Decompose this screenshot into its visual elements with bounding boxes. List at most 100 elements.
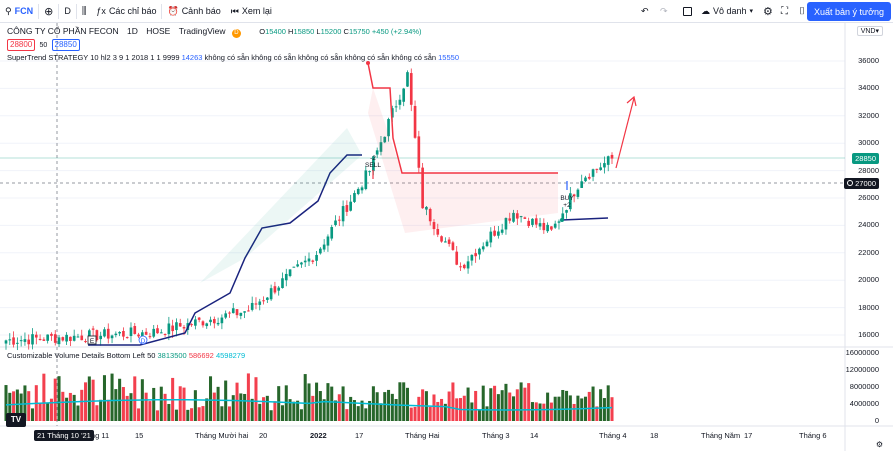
volume-bar [360, 400, 364, 421]
volume-bar [432, 394, 436, 421]
volume-bar [102, 375, 106, 421]
chart-area[interactable]: -2 SELL BUY +2 E D CÔNG TY CỔ PHẦN FECON 1D H… [0, 23, 893, 451]
candle-body [125, 337, 129, 339]
undo-icon: ↶ [641, 5, 649, 16]
symbol-search[interactable]: ⚲ FCN [0, 0, 38, 23]
candle-body [576, 189, 580, 197]
compare-button[interactable]: ⊕ [39, 0, 58, 23]
candle-body [610, 154, 614, 159]
alert-button[interactable]: ⏰ Cảnh báo [162, 0, 225, 23]
volume-tick-label: 4000000 [849, 399, 879, 408]
legend-source: TradingView [178, 26, 226, 36]
replay-button[interactable]: ⏮ Xem lại [226, 0, 277, 23]
candle-body [197, 317, 201, 320]
strategy-name: SuperTrend STRATEGY [7, 53, 89, 62]
volume-bar [258, 403, 262, 421]
indicators-icon: ƒx [96, 6, 106, 16]
candle-body [212, 319, 216, 324]
volume-bar [530, 402, 534, 421]
volume-bar [38, 402, 42, 421]
candle-body [527, 220, 531, 226]
layout-name-button[interactable]: ☁ Vô danh ▾ [696, 0, 758, 23]
indicators-label: Các chỉ báo [108, 6, 157, 16]
candle-body [247, 310, 250, 312]
buy-price-pill[interactable]: 28850 [51, 39, 80, 51]
candle-body [300, 262, 303, 265]
publish-idea-button[interactable]: Xuất bản ý tưởng [807, 2, 891, 21]
chevron-down-icon: ▾ [875, 28, 879, 35]
candle-body [557, 221, 561, 223]
layout-button[interactable] [678, 0, 697, 23]
volume-bar [144, 392, 148, 421]
volume-bar [205, 398, 209, 421]
volume-bar [500, 390, 504, 421]
volume-bar [216, 386, 220, 421]
volume-bar [318, 391, 322, 421]
volume-bar [201, 406, 205, 421]
currency-button[interactable]: VND▾ [856, 26, 883, 36]
volume-bar [197, 407, 201, 421]
candle-body [216, 322, 220, 325]
candle-body [76, 336, 80, 338]
fullscreen-button[interactable]: ⛶ [776, 0, 793, 23]
volume-bar [379, 403, 383, 421]
alarm-clock-icon: ⏰ [167, 5, 179, 16]
candle-body [303, 260, 307, 263]
na-text: không có sẵn [344, 53, 390, 62]
candle-body [171, 325, 174, 332]
volume-bar [80, 389, 84, 421]
candle-body [194, 319, 197, 326]
candle-body [345, 205, 349, 212]
candle-body [353, 193, 356, 202]
candle-body [137, 334, 140, 337]
buy-signal-label: BUY [560, 195, 574, 202]
candle-body [595, 168, 599, 170]
candle-body [129, 327, 133, 337]
volume-bar [220, 406, 224, 421]
redo-button[interactable]: ↷ [655, 0, 673, 23]
sell-price-pill[interactable]: 28800 [7, 39, 36, 51]
candle-body [209, 319, 212, 323]
volume-bar [417, 396, 421, 421]
volume-bar [227, 406, 231, 421]
volume-bar [288, 399, 292, 421]
volume-bar [364, 408, 368, 421]
candle-body [34, 334, 38, 338]
chart-type-button[interactable]: ⫼ [77, 0, 92, 23]
volume-bar [190, 408, 194, 421]
candle-body [148, 336, 152, 338]
settings-button[interactable]: ⚙ [758, 0, 778, 23]
candle-body [31, 334, 34, 345]
publish-label: Xuất bản ý tưởng [814, 6, 884, 17]
volume-bar [27, 391, 31, 421]
cloud-icon: ☁ [701, 5, 710, 16]
price-tick-label: 32000 [858, 110, 879, 120]
volume-bar [87, 376, 91, 421]
candle-body [390, 108, 394, 118]
volume-bar [390, 393, 394, 421]
volume-bar [489, 388, 493, 421]
volume-bar [474, 390, 478, 421]
scale-settings-button[interactable]: ⚙ [876, 440, 883, 449]
volume-bar [330, 386, 334, 421]
volume-bar [599, 389, 603, 421]
candle-body [152, 328, 156, 337]
candle-body [474, 253, 477, 257]
volume-bar [277, 386, 281, 421]
snapshot-button[interactable]: ⌷ [794, 0, 810, 23]
volume-bar [440, 398, 444, 421]
volume-bar [307, 383, 311, 421]
candle-body [493, 230, 496, 236]
volume-bar [580, 398, 584, 421]
indicators-button[interactable]: ƒx Các chỉ báo [91, 0, 161, 23]
volume-bar [72, 394, 76, 421]
undo-button[interactable]: ↶ [636, 0, 654, 23]
candle-body [436, 228, 440, 235]
candle-body [141, 332, 144, 337]
candle-body [106, 328, 110, 339]
candle-body [201, 321, 205, 326]
volume-bar [402, 382, 406, 421]
interval-button[interactable]: D [59, 0, 76, 23]
volume-bar [512, 396, 516, 421]
